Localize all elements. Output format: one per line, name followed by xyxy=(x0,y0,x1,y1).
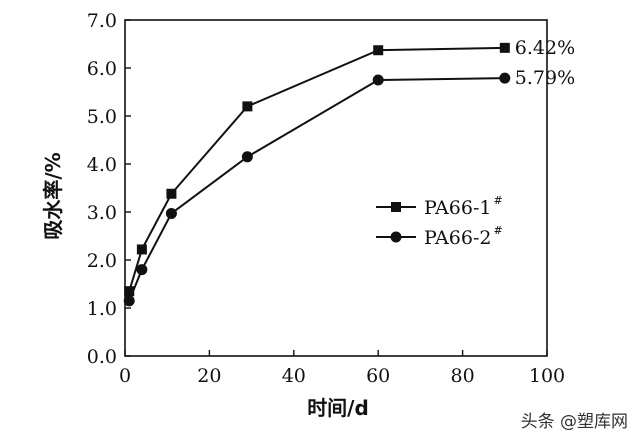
plot-border xyxy=(124,19,548,357)
legend-label-superscript: # xyxy=(493,194,502,207)
x-tick-label: 100 xyxy=(529,365,565,387)
series-line xyxy=(128,46,505,292)
end-value-label: 6.42% xyxy=(515,37,575,59)
legend-entry: PA66-1 # xyxy=(376,194,503,219)
data-point-square xyxy=(242,101,253,112)
legend-entry: PA66-2 # xyxy=(376,224,503,249)
chart-frame xyxy=(124,19,548,357)
data-point-circle xyxy=(136,264,148,276)
y-tick-label: 4.0 xyxy=(87,154,117,176)
y-tick-label: 7.0 xyxy=(87,10,117,32)
x-tick-label: 20 xyxy=(197,365,221,387)
data-point-circle xyxy=(123,295,135,307)
legend-marker-square xyxy=(391,202,401,212)
y-tick-label: 2.0 xyxy=(87,250,117,272)
y-axis-title: 吸水率/% xyxy=(41,152,65,239)
series-1: 6.42% xyxy=(124,37,575,297)
data-point-circle xyxy=(165,207,177,219)
y-tick-label: 5.0 xyxy=(87,106,117,128)
x-axis: 0 20 40 60 80 100 xyxy=(119,350,565,387)
watermark: 头条 @塑库网 xyxy=(521,412,628,432)
legend-label: PA66-1 xyxy=(424,197,491,219)
legend-label: PA66-2 xyxy=(424,227,491,249)
data-point-circle xyxy=(241,151,253,163)
legend-label-superscript: # xyxy=(493,224,502,237)
series-2: 5.79% xyxy=(123,67,575,307)
data-point-square xyxy=(499,42,510,53)
series-line xyxy=(128,77,505,302)
data-point-square xyxy=(124,286,135,297)
y-tick-label: 0.0 xyxy=(87,346,117,368)
data-point-circle xyxy=(499,72,511,84)
x-tick-label: 80 xyxy=(451,365,475,387)
data-point-square xyxy=(166,188,177,199)
y-tick-label: 1.0 xyxy=(87,298,117,320)
y-tick-label: 6.0 xyxy=(87,58,117,80)
data-point-circle xyxy=(372,74,384,86)
y-tick-label: 3.0 xyxy=(87,202,117,224)
x-tick-label: 0 xyxy=(119,365,131,387)
legend: PA66-1 #PA66-2 # xyxy=(376,194,503,249)
legend-marker-circle xyxy=(390,231,402,243)
x-tick-label: 40 xyxy=(282,365,306,387)
data-point-square xyxy=(136,244,147,255)
data-point-square xyxy=(373,45,384,56)
x-tick-label: 60 xyxy=(366,365,390,387)
end-value-label: 5.79% xyxy=(515,67,575,89)
plot-area: 6.42% 5.79% xyxy=(123,37,575,307)
x-axis-title: 时间/d xyxy=(307,396,369,420)
y-axis: 0.0 1.0 2.0 3.0 4.0 5.0 6.0 7.0 xyxy=(87,10,131,368)
